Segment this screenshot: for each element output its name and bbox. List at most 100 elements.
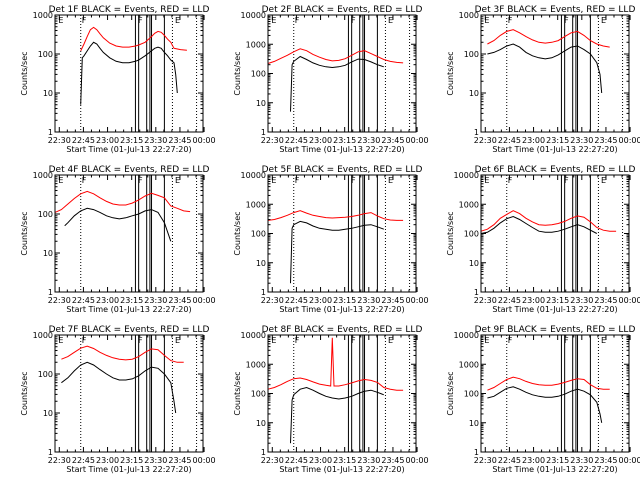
x-tick-label: 22:30 (474, 456, 497, 465)
x-tick-label: 23:00 (309, 296, 332, 305)
x-axis-label: Start Time (01-Jul-13 22:27:20) (492, 305, 617, 314)
x-tick-label: 23:45 (168, 456, 191, 465)
event-marker-label: F (564, 176, 569, 185)
y-tick-label: 1000 (33, 331, 53, 340)
x-tick-label: 23:45 (594, 456, 617, 465)
event-marker-label: E (601, 16, 606, 25)
x-tick-label: 23:30 (570, 296, 593, 305)
lld-series-line (480, 210, 617, 232)
event-marker-label: E (484, 336, 489, 345)
events-series-line (64, 207, 172, 242)
x-tick-label: 22:30 (261, 296, 284, 305)
y-tick-label: 1000 (246, 360, 266, 369)
event-marker-label: F (351, 336, 356, 345)
event-marker-label: E (388, 16, 393, 25)
events-series-line (290, 55, 384, 112)
lld-series-line (267, 48, 404, 64)
events-series-line (80, 41, 178, 105)
x-tick-label: 23:45 (594, 136, 617, 145)
event-marker-label: F (295, 16, 300, 25)
event-marker-label: E (484, 16, 489, 25)
y-tick-label: 10000 (241, 171, 266, 180)
event-marker-label: F (508, 176, 513, 185)
y-tick-label: 10000 (454, 331, 479, 340)
event-marker-label: E (175, 336, 180, 345)
chart-title: Det 1F BLACK = Events, RED = LLD (49, 5, 210, 15)
y-axis-label: Counts/sec (20, 51, 29, 95)
y-tick-label: 100 (464, 390, 479, 399)
x-tick-label: 22:30 (474, 296, 497, 305)
x-tick-label: 23:30 (357, 456, 380, 465)
chart-title: Det 6F BLACK = Events, RED = LLD (475, 165, 636, 175)
y-tick-label: 10 (43, 249, 53, 258)
x-tick-label: 00:00 (193, 296, 216, 305)
y-tick-label: 1000 (459, 200, 479, 209)
x-tick-label: 22:30 (48, 296, 71, 305)
x-tick-label: 23:45 (168, 136, 191, 145)
y-tick-label: 10 (43, 89, 53, 98)
x-tick-label: 23:30 (144, 296, 167, 305)
x-tick-label: 23:30 (144, 136, 167, 145)
x-tick-label: 23:15 (333, 136, 356, 145)
x-tick-label: 23:15 (546, 136, 569, 145)
y-axis-label: Counts/sec (233, 211, 242, 255)
x-tick-label: 22:45 (285, 136, 308, 145)
plot-frame (54, 334, 204, 453)
x-tick-label: 23:45 (381, 296, 404, 305)
event-marker-label: F (82, 16, 87, 25)
x-tick-label: 23:30 (144, 456, 167, 465)
plot-frame (267, 174, 417, 293)
event-marker-label: E (388, 176, 393, 185)
x-tick-label: 23:00 (96, 136, 119, 145)
x-axis-label: Start Time (01-Jul-13 22:27:20) (279, 465, 404, 474)
y-tick-label: 10 (43, 409, 53, 418)
lld-series-line (267, 210, 404, 221)
x-tick-label: 00:00 (193, 136, 216, 145)
lld-series-line (487, 29, 610, 48)
chart-title: Det 9F BLACK = Events, RED = LLD (475, 325, 636, 335)
y-tick-label: 100 (38, 210, 53, 219)
x-tick-label: 00:00 (619, 296, 640, 305)
y-tick-label: 1000 (246, 40, 266, 49)
chart-title: Det 2F BLACK = Events, RED = LLD (262, 5, 423, 15)
y-axis-label: Counts/sec (446, 371, 455, 415)
event-marker-label: E (388, 336, 393, 345)
event-marker-label: E (175, 176, 180, 185)
x-tick-label: 23:00 (96, 456, 119, 465)
events-series-line (480, 215, 598, 234)
y-axis-label: Counts/sec (20, 371, 29, 415)
y-tick-label: 100 (38, 370, 53, 379)
y-tick-label: 1 (261, 128, 266, 137)
x-tick-label: 22:45 (285, 296, 308, 305)
event-marker-label: F (351, 16, 356, 25)
y-tick-label: 10000 (241, 11, 266, 20)
lld-series-line (61, 345, 184, 363)
x-tick-label: 23:45 (381, 456, 404, 465)
x-tick-label: 23:45 (594, 296, 617, 305)
y-tick-label: 100 (464, 50, 479, 59)
event-marker-label: E (175, 16, 180, 25)
plot-frame (54, 14, 204, 133)
x-tick-label: 22:30 (48, 456, 71, 465)
x-tick-label: 00:00 (406, 456, 429, 465)
y-axis-label: Counts/sec (20, 211, 29, 255)
y-tick-label: 1 (48, 128, 53, 137)
x-tick-label: 00:00 (619, 136, 640, 145)
event-marker-label: F (82, 176, 87, 185)
events-series-line (61, 361, 177, 414)
x-tick-label: 23:45 (381, 136, 404, 145)
x-tick-label: 23:15 (120, 136, 143, 145)
lld-series-line (267, 337, 404, 391)
event-marker-label: F (138, 16, 143, 25)
x-axis-label: Start Time (01-Jul-13 22:27:20) (492, 145, 617, 154)
event-marker-label: E (271, 16, 276, 25)
y-tick-label: 100 (251, 390, 266, 399)
lld-series-line (80, 26, 187, 52)
event-marker-label: F (564, 336, 569, 345)
y-tick-label: 100 (251, 70, 266, 79)
x-tick-label: 23:00 (522, 456, 545, 465)
